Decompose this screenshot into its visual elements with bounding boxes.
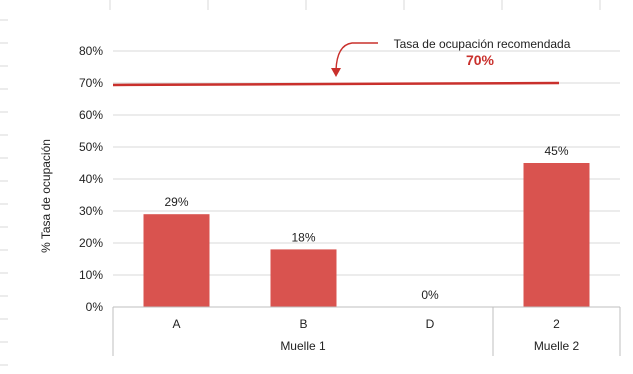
- y-axis-title: % Tasa de ocupación: [39, 139, 53, 253]
- category-label: B: [299, 317, 307, 331]
- data-label: 18%: [291, 230, 315, 244]
- group-label: Muelle 2: [534, 339, 580, 353]
- data-label: 0%: [421, 288, 439, 302]
- y-tick-label: 0%: [86, 300, 104, 314]
- reference-line-group: [112, 81, 560, 87]
- y-tick-label: 60%: [79, 108, 103, 122]
- data-labels: 29% 18% 0% 45%: [164, 144, 568, 302]
- category-label: A: [172, 317, 180, 331]
- y-tick-label: 10%: [79, 268, 103, 282]
- reference-line: [112, 81, 560, 87]
- category-label: 2: [553, 317, 560, 331]
- y-tick-label: 30%: [79, 204, 103, 218]
- y-tick-label: 80%: [79, 44, 103, 58]
- y-tick-label: 40%: [79, 172, 103, 186]
- bar: [143, 214, 210, 307]
- bar: [523, 163, 590, 307]
- data-label: 29%: [164, 195, 188, 209]
- category-axis: A B D 2 Muelle 1 Muelle 2: [112, 306, 621, 356]
- reference-line-label: Tasa de ocupación recomendada: [394, 37, 571, 51]
- annotation-arrow-icon: [335, 42, 378, 71]
- bars: [143, 163, 590, 307]
- y-tick-label: 70%: [79, 76, 103, 90]
- bar: [270, 249, 337, 307]
- annotation-arrowhead-icon: [331, 68, 341, 77]
- data-label: 45%: [544, 144, 568, 158]
- group-label: Muelle 1: [280, 339, 326, 353]
- y-tick-label: 50%: [79, 140, 103, 154]
- y-axis-ticks: 0% 10% 20% 30% 40% 50% 60% 70% 80%: [79, 44, 103, 314]
- category-label: D: [426, 317, 435, 331]
- reference-line-value-label: 70%: [466, 52, 495, 68]
- y-tick-label: 20%: [79, 236, 103, 250]
